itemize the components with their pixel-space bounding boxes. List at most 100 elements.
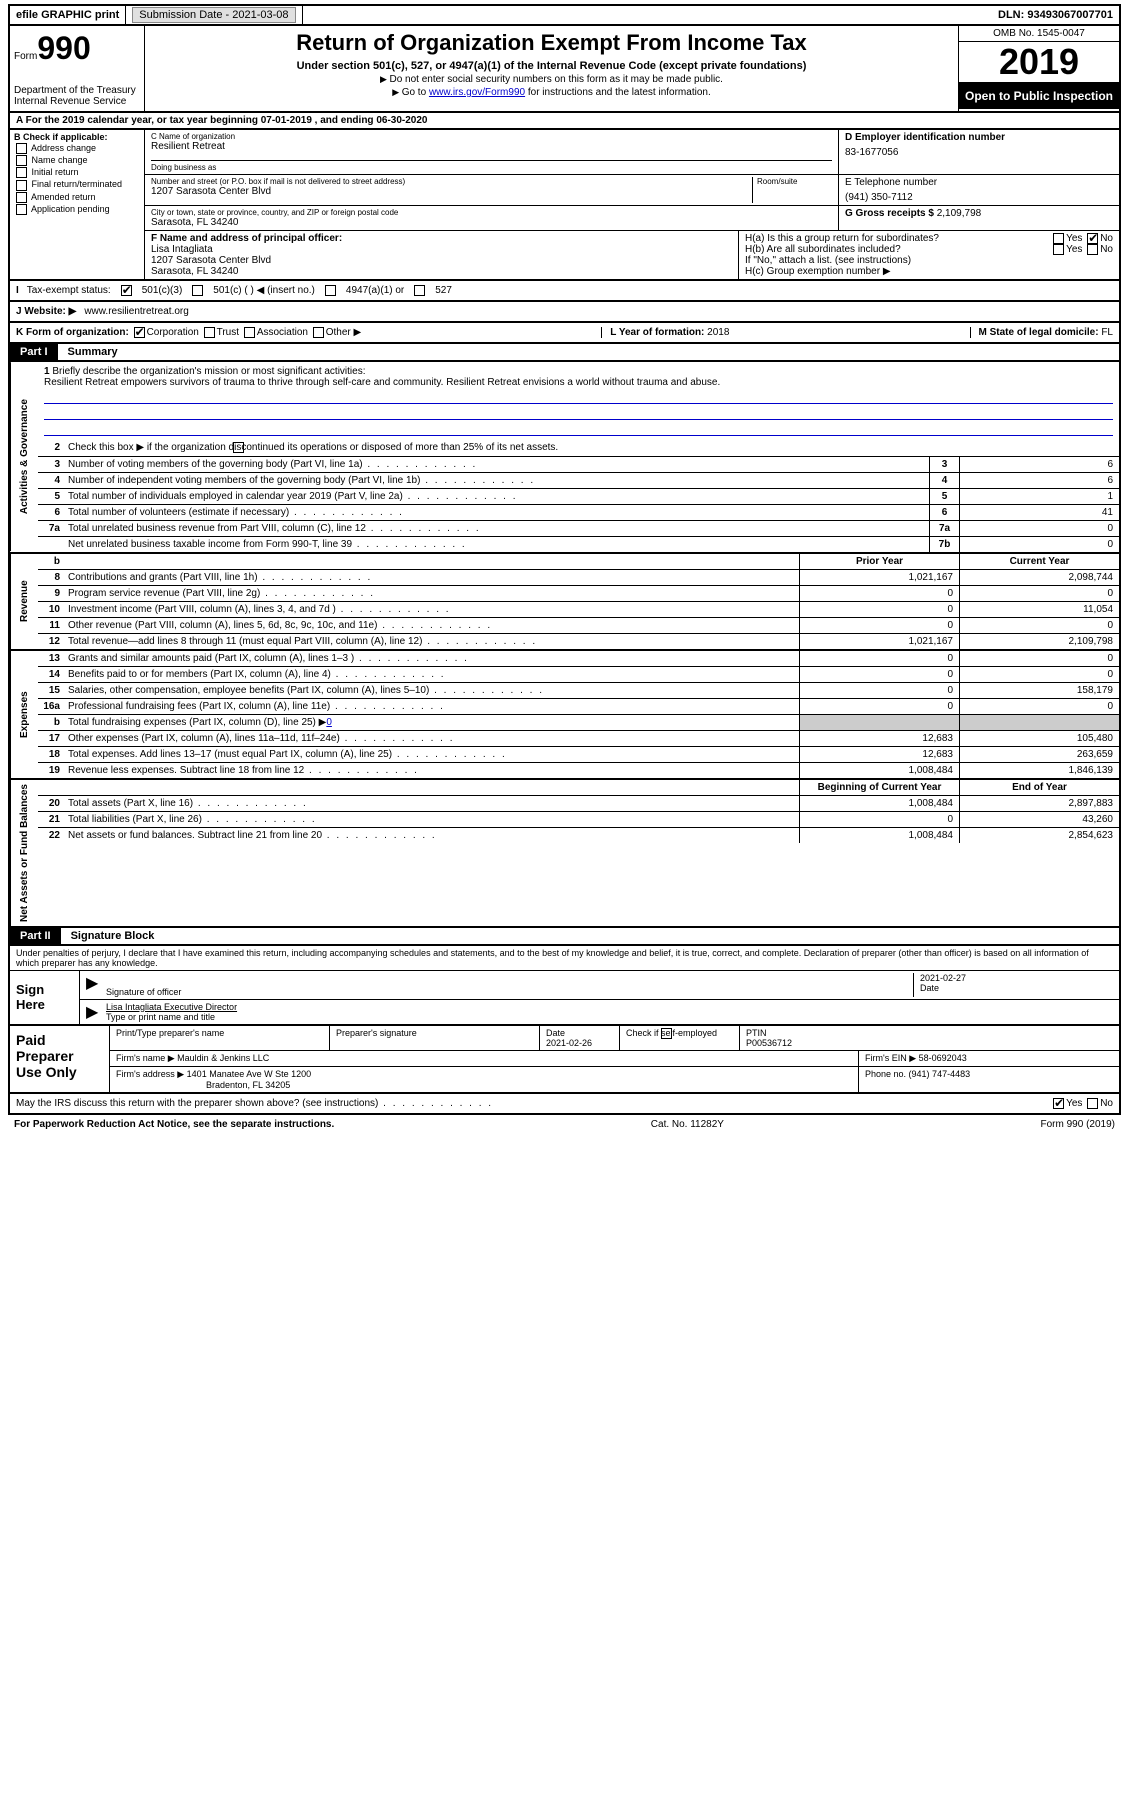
current-value: 0 bbox=[959, 667, 1119, 682]
cb-527[interactable] bbox=[414, 285, 425, 296]
mission-text: Resilient Retreat empowers survivors of … bbox=[44, 377, 1113, 388]
current-value: 158,179 bbox=[959, 683, 1119, 698]
cb-501c[interactable] bbox=[192, 285, 203, 296]
prior-value: 12,683 bbox=[799, 731, 959, 746]
gov-line: Total number of volunteers (estimate if … bbox=[64, 505, 929, 520]
vtab-net-assets: Net Assets or Fund Balances bbox=[10, 780, 38, 926]
cb-application-pending[interactable]: Application pending bbox=[14, 204, 140, 215]
prior-value: 0 bbox=[799, 651, 959, 666]
line-text: Total revenue—add lines 8 through 11 (mu… bbox=[64, 634, 799, 649]
eoy-hdr: End of Year bbox=[959, 780, 1119, 795]
prior-value: 1,008,484 bbox=[799, 796, 959, 811]
officer-addr: 1207 Sarasota Center Blvd bbox=[151, 255, 732, 266]
officer-label: F Name and address of principal officer: bbox=[151, 233, 732, 244]
gov-value: 1 bbox=[959, 489, 1119, 504]
check-applicable-label: B Check if applicable: bbox=[14, 132, 140, 142]
submission-date: Submission Date - 2021-03-08 bbox=[126, 6, 302, 24]
line-text: Total liabilities (Part X, line 26) bbox=[64, 812, 799, 827]
street-label: Number and street (or P.O. box if mail i… bbox=[151, 177, 752, 186]
cb-name-change[interactable]: Name change bbox=[14, 155, 140, 166]
cb-amended-return[interactable]: Amended return bbox=[14, 192, 140, 203]
gov-line: Number of independent voting members of … bbox=[64, 473, 929, 488]
gov-value: 0 bbox=[959, 537, 1119, 552]
current-value: 0 bbox=[959, 699, 1119, 714]
current-value: 2,897,883 bbox=[959, 796, 1119, 811]
street-value: 1207 Sarasota Center Blvd bbox=[151, 186, 752, 197]
firm-phone: (941) 747-4483 bbox=[909, 1069, 971, 1079]
line-text: Total expenses. Add lines 13–17 (must eq… bbox=[64, 747, 799, 762]
hb-yes[interactable] bbox=[1053, 244, 1064, 255]
prior-value: 1,008,484 bbox=[799, 763, 959, 778]
dln: DLN: 93493067007701 bbox=[992, 6, 1119, 24]
gov-line: Total unrelated business revenue from Pa… bbox=[64, 521, 929, 536]
ha-no[interactable] bbox=[1087, 233, 1098, 244]
cb-address-change[interactable]: Address change bbox=[14, 143, 140, 154]
current-value: 11,054 bbox=[959, 602, 1119, 617]
line-2: Check this box ▶ if the organization dis… bbox=[64, 440, 1119, 455]
firm-addr2: Bradenton, FL 34205 bbox=[206, 1080, 290, 1090]
cb-4947[interactable] bbox=[325, 285, 336, 296]
current-value: 43,260 bbox=[959, 812, 1119, 827]
row-j-website: J Website: ▶ www.resilientretreat.org bbox=[8, 302, 1121, 323]
ein-label: D Employer identification number bbox=[845, 132, 1113, 143]
org-name: Resilient Retreat bbox=[151, 141, 832, 152]
prior-value: 12,683 bbox=[799, 747, 959, 762]
instructions-link-row: Go to www.irs.gov/Form990 for instructio… bbox=[149, 87, 954, 98]
activities-governance: Activities & Governance 1 Briefly descri… bbox=[8, 362, 1121, 553]
current-value: 2,098,744 bbox=[959, 570, 1119, 585]
prior-value: 0 bbox=[799, 683, 959, 698]
cb-initial-return[interactable]: Initial return bbox=[14, 167, 140, 178]
cb-self-employed[interactable] bbox=[661, 1028, 672, 1039]
current-year-hdr: Current Year bbox=[959, 554, 1119, 569]
hb-no[interactable] bbox=[1087, 244, 1098, 255]
cb-final-return[interactable]: Final return/terminated bbox=[14, 179, 140, 190]
hb-note: If "No," attach a list. (see instruction… bbox=[745, 255, 1113, 266]
cb-501c3[interactable] bbox=[121, 285, 132, 296]
revenue-section: Revenue b Prior Year Current Year 8Contr… bbox=[8, 554, 1121, 651]
cb-discontinued[interactable] bbox=[233, 442, 244, 453]
website-value: www.resilientretreat.org bbox=[84, 306, 188, 317]
city-value: Sarasota, FL 34240 bbox=[151, 217, 832, 228]
ha-yes[interactable] bbox=[1053, 233, 1064, 244]
row-k-form-org: K Form of organization: Corporation Trus… bbox=[8, 323, 1121, 344]
prior-value: 1,021,167 bbox=[799, 634, 959, 649]
cb-association[interactable] bbox=[244, 327, 255, 338]
gov-line: Number of voting members of the governin… bbox=[64, 457, 929, 472]
perjury-declaration: Under penalties of perjury, I declare th… bbox=[10, 946, 1119, 970]
sig-officer-label: Signature of officer bbox=[106, 987, 913, 997]
line-text: Revenue less expenses. Subtract line 18 … bbox=[64, 763, 799, 778]
ha-label: H(a) Is this a group return for subordin… bbox=[745, 233, 939, 244]
form990-link[interactable]: www.irs.gov/Form990 bbox=[429, 87, 525, 98]
part-1-header: Part I Summary bbox=[8, 344, 1121, 362]
cb-trust[interactable] bbox=[204, 327, 215, 338]
discuss-no[interactable] bbox=[1087, 1098, 1098, 1109]
gov-line: Total number of individuals employed in … bbox=[64, 489, 929, 504]
cb-corporation[interactable] bbox=[134, 327, 145, 338]
line-text: Salaries, other compensation, employee b… bbox=[64, 683, 799, 698]
page-footer: For Paperwork Reduction Act Notice, see … bbox=[8, 1115, 1121, 1134]
line-text: Professional fundraising fees (Part IX, … bbox=[64, 699, 799, 714]
current-value: 263,659 bbox=[959, 747, 1119, 762]
firm-ein: 58-0692043 bbox=[919, 1053, 967, 1063]
officer-city: Sarasota, FL 34240 bbox=[151, 266, 732, 277]
hb-label: H(b) Are all subordinates included? bbox=[745, 244, 901, 255]
officer-name: Lisa Intagliata bbox=[151, 244, 732, 255]
discuss-yes[interactable] bbox=[1053, 1098, 1064, 1109]
current-value: 0 bbox=[959, 618, 1119, 633]
gov-line: Net unrelated business taxable income fr… bbox=[64, 537, 929, 552]
efile-label: efile GRAPHIC print bbox=[10, 6, 126, 24]
discuss-row: May the IRS discuss this return with the… bbox=[8, 1094, 1121, 1115]
form-header: Form990 Department of the Treasury Inter… bbox=[8, 26, 1121, 113]
ssn-warning: Do not enter social security numbers on … bbox=[149, 74, 954, 85]
line-text: Program service revenue (Part VIII, line… bbox=[64, 586, 799, 601]
top-bar: efile GRAPHIC print Submission Date - 20… bbox=[8, 4, 1121, 26]
phone-value: (941) 350-7112 bbox=[845, 192, 1113, 203]
sig-date: 2021-02-27 bbox=[920, 973, 1113, 983]
city-label: City or town, state or province, country… bbox=[151, 208, 832, 217]
ptin-value: P00536712 bbox=[746, 1038, 792, 1048]
cb-other[interactable] bbox=[313, 327, 324, 338]
prior-year-hdr: Prior Year bbox=[799, 554, 959, 569]
line-text: Net assets or fund balances. Subtract li… bbox=[64, 828, 799, 843]
sign-here-label: Sign Here bbox=[10, 971, 80, 1024]
section-b-header: B Check if applicable: Address change Na… bbox=[8, 130, 1121, 281]
